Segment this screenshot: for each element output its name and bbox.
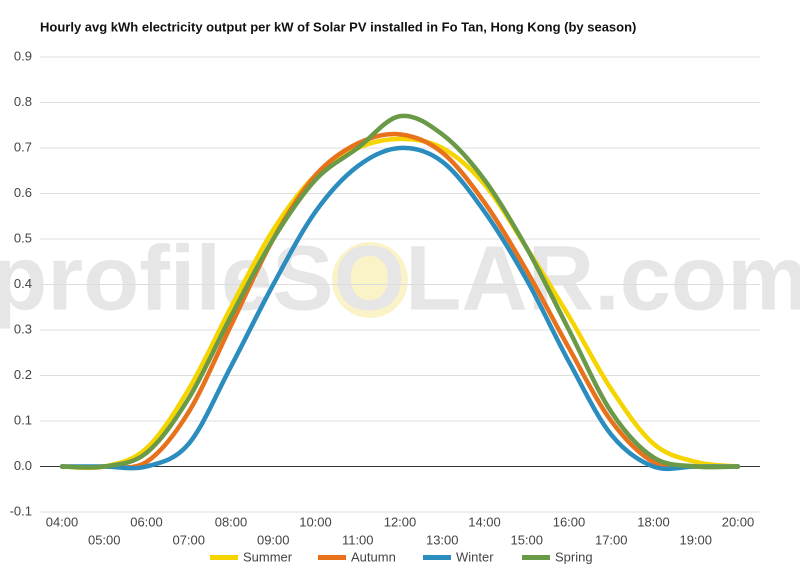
y-tick-label: 0.6 (14, 185, 32, 200)
x-tick-label: 08:00 (215, 514, 248, 529)
watermark-sun (332, 242, 408, 318)
y-tick-label: 0.7 (14, 139, 32, 154)
legend-label: Autumn (351, 549, 396, 564)
x-tick-label: 19:00 (679, 532, 712, 547)
x-tick-label: 16:00 (553, 514, 586, 529)
y-tick-label: 0.1 (14, 412, 32, 427)
x-tick-label: 11:00 (342, 532, 374, 547)
legend-swatch (210, 555, 238, 560)
legend-swatch (423, 555, 451, 560)
y-tick-label: 0.8 (14, 94, 32, 109)
series-line (59, 136, 741, 471)
y-tick-label: 0.4 (14, 276, 32, 291)
x-tick-label: 14:00 (468, 514, 501, 529)
x-tick-label: 12:00 (384, 514, 417, 529)
x-tick-label: 07:00 (172, 532, 205, 547)
y-tick-label: 0.5 (14, 230, 32, 245)
y-tick-label: 0.2 (14, 367, 32, 382)
series-line (59, 145, 741, 472)
x-tick-label: 10:00 (299, 514, 332, 529)
x-tick-label: 20:00 (722, 514, 755, 529)
x-tick-label: 17:00 (595, 532, 628, 547)
legend-swatch (522, 555, 550, 560)
x-tick-label: 18:00 (637, 514, 670, 529)
x-tick-label: 15:00 (510, 532, 543, 547)
watermark: profileSOLAR.com (0, 227, 800, 329)
y-tick-label: -0.1 (10, 503, 32, 518)
x-tick-label: 04:00 (46, 514, 79, 529)
legend-swatch (318, 555, 346, 560)
series-line (59, 131, 741, 470)
series-line (59, 113, 741, 470)
legend-label: Winter (456, 549, 494, 564)
x-tick-label: 06:00 (130, 514, 163, 529)
x-tick-label: 09:00 (257, 532, 290, 547)
x-tick-label: 05:00 (88, 532, 121, 547)
x-tick-label: 13:00 (426, 532, 459, 547)
legend-label: Summer (243, 549, 293, 564)
legend-label: Spring (555, 549, 593, 564)
y-tick-label: 0.0 (14, 458, 32, 473)
y-tick-label: 0.3 (14, 321, 32, 336)
chart-title: Hourly avg kWh electricity output per kW… (40, 19, 636, 34)
y-tick-label: 0.9 (14, 48, 32, 63)
